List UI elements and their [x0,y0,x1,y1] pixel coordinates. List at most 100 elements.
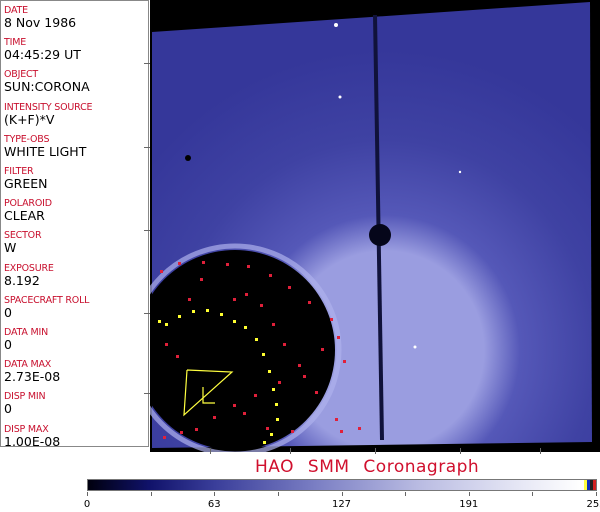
red-marker [176,355,179,358]
info-field: INTENSITY SOURCE (K+F)*V [4,101,93,127]
field-label: TYPE-OBS [4,133,50,145]
field-value: 0 [4,401,12,417]
red-marker [308,301,311,304]
red-marker [247,265,250,268]
colorbar-tick [532,492,534,496]
yellow-marker [178,315,181,318]
star [413,345,417,349]
yellow-marker [263,441,266,444]
red-marker [254,394,257,397]
axis-tick [540,448,541,454]
colorbar-swatch [584,480,587,490]
info-field: DISP MIN 0 [4,391,46,417]
yellow-marker [244,326,247,329]
colorbar-end-colors [584,480,596,490]
red-marker [233,298,236,301]
field-label: SPACECRAFT ROLL [4,294,90,306]
yellow-marker [255,338,258,341]
axis-tick [210,448,211,454]
red-marker [278,381,281,384]
axis-tick [460,448,461,454]
red-marker [260,304,263,307]
marker-overlay [158,261,361,444]
red-marker [178,262,181,265]
red-marker [233,404,236,407]
field-value: 8.192 [4,272,40,288]
field-value: GREEN [4,176,48,191]
info-field: DATA MAX 2.73E-08 [4,359,60,384]
colorbar-tick-label: 127 [331,499,352,510]
field-label: EXPOSURE [4,262,54,274]
red-marker [195,428,198,431]
field-label: OBJECT [4,69,39,81]
axis-tick [144,147,150,148]
pylon-spot [369,224,391,246]
field-value: W [4,240,17,256]
red-marker [188,298,191,301]
red-marker [272,323,275,326]
colorbar-swatch [587,480,590,490]
red-marker [213,416,216,419]
info-field: EXPOSURE 8.192 [4,263,54,288]
red-marker [283,343,286,346]
field-label: SECTOR [4,230,42,242]
yellow-marker [165,323,168,326]
colorbar-tick-label: 255 [586,499,600,510]
red-marker [165,343,168,346]
info-field: DISP MAX 1.00E-08 [4,424,60,449]
red-marker [337,336,340,339]
axis-tick [144,313,150,314]
yellow-marker [158,320,161,323]
red-marker [358,427,361,430]
field-label: DATA MAX [4,359,52,371]
red-marker [245,293,248,296]
red-marker [343,360,346,363]
yellow-marker [206,309,209,312]
red-marker [163,436,166,439]
colorbar-tick [405,492,407,496]
yellow-marker [233,320,236,323]
field-value: 8 Nov 1986 [4,15,77,30]
star [185,155,191,161]
field-label: FILTER [4,166,34,177]
field-value: 04:45:29 UT [4,47,81,63]
instrument-title: HAO SMM Coronagraph [255,457,480,477]
red-marker [180,431,183,434]
info-field: SECTOR W [4,230,42,256]
colorbar-tick-label: 63 [207,499,221,510]
field-value: 0 [4,337,12,352]
field-value: 0 [4,304,12,320]
coronagraph-image [150,0,600,452]
axis-tick [144,230,150,231]
colorbar-tick [596,492,597,496]
field-value: (K+F)*V [4,111,55,127]
info-field: POLAROID CLEAR [4,198,52,223]
red-marker [303,375,306,378]
info-field: DATA MIN 0 [4,327,48,352]
triangle-inner-marker [202,387,215,404]
info-field: SPACECRAFT ROLL 0 [4,295,89,320]
field-value: 2.73E-08 [4,369,61,385]
colorbar-swatch [590,480,593,490]
yellow-marker [272,388,275,391]
red-marker [321,348,324,351]
field-value: CLEAR [4,208,45,224]
red-marker [335,418,338,421]
info-panel: DATE 8 Nov 1986 TIME 04:45:29 UT OBJECT SUN:C… [0,0,149,449]
field-value: SUN:CORONA [4,79,90,95]
red-marker [200,278,203,281]
colorbar-tick-label: 0 [83,499,91,510]
axis-tick [290,448,291,454]
red-marker [202,261,205,264]
field-label: INTENSITY SOURCE [4,101,93,113]
colorbar-tick [87,492,88,496]
colorbar [87,479,597,491]
colorbar-tick [214,492,216,496]
field-label: POLAROID [4,198,52,210]
red-marker [288,286,291,289]
yellow-marker [262,353,265,356]
field-label: TIME [4,37,27,49]
field-label: DISP MAX [4,423,49,435]
red-marker [330,318,333,321]
axis-tick [144,63,150,64]
